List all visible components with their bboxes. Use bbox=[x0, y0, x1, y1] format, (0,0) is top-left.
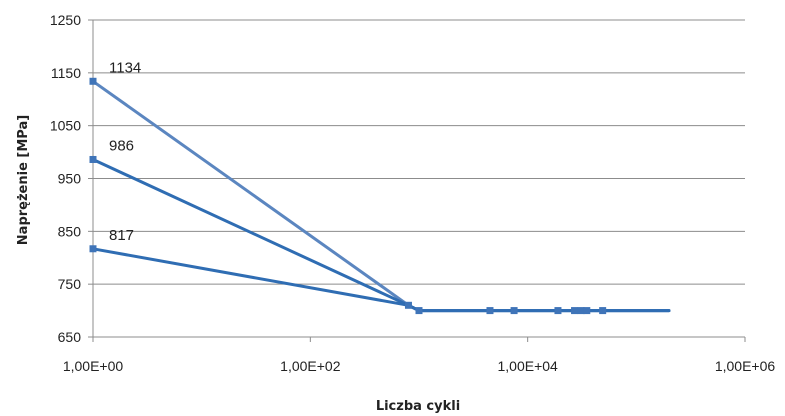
data-point-0 bbox=[89, 77, 97, 85]
data-label-0: 1134 bbox=[109, 59, 141, 76]
data-point-7 bbox=[554, 307, 562, 315]
data-markers bbox=[89, 77, 607, 315]
y-tick-label-2: 850 bbox=[58, 223, 82, 239]
data-label-1: 986 bbox=[109, 137, 134, 154]
y-tick-label-4: 1050 bbox=[50, 118, 81, 134]
data-point-10 bbox=[583, 307, 591, 315]
data-labels: 1134 986 817 bbox=[109, 59, 141, 243]
data-point-8 bbox=[571, 307, 579, 315]
series-lines bbox=[91, 79, 671, 313]
y-tick-label-1: 750 bbox=[58, 276, 82, 292]
y-tick-label-5: 1150 bbox=[51, 65, 81, 81]
data-point-11 bbox=[599, 307, 607, 315]
data-point-3 bbox=[404, 301, 412, 309]
data-point-2 bbox=[89, 245, 97, 253]
axes bbox=[88, 19, 746, 342]
y-tick-label-0: 650 bbox=[58, 329, 82, 345]
data-point-1 bbox=[89, 155, 97, 163]
y-tick-label-3: 950 bbox=[58, 171, 82, 187]
x-axis-title: Liczba cykli bbox=[376, 399, 460, 414]
series-line-0 bbox=[91, 79, 671, 313]
gridlines bbox=[93, 19, 745, 338]
series-line-2 bbox=[91, 247, 671, 313]
x-tick-label-0: 1,00E+00 bbox=[63, 358, 124, 374]
data-point-5 bbox=[486, 307, 494, 315]
x-tick-label-1: 1,00E+02 bbox=[280, 358, 341, 374]
x-tick-label-2: 1,00E+04 bbox=[497, 358, 558, 374]
data-point-4 bbox=[415, 307, 423, 315]
x-tick-label-3: 1,00E+06 bbox=[715, 358, 776, 374]
y-tick-label-6: 1250 bbox=[50, 12, 81, 28]
series-line-1 bbox=[91, 158, 671, 313]
tick-labels: 650 750 850 950 1050 1150 1250 1,00E+00 1,00E+02… bbox=[50, 12, 776, 374]
data-point-6 bbox=[510, 307, 518, 315]
y-axis-title: Naprężenie [MPa] bbox=[16, 115, 31, 245]
data-point-9 bbox=[577, 307, 585, 315]
data-label-2: 817 bbox=[109, 227, 134, 244]
